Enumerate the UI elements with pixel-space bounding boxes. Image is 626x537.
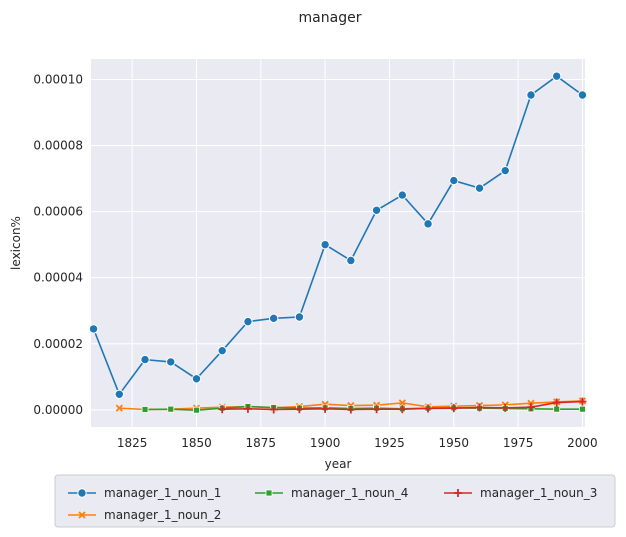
series-point [372, 405, 381, 414]
series-point [553, 405, 561, 413]
legend-item: manager_1_noun_2 [68, 508, 221, 522]
legend-items: manager_1_noun_1 manager_1_noun_2 manager_… [68, 486, 597, 522]
series-point [140, 354, 150, 365]
legend-label: manager_1_noun_4 [291, 486, 408, 500]
series-layer [88, 71, 588, 414]
series-point [243, 404, 252, 413]
x-tick-label: 1900 [310, 436, 341, 450]
x-tick-label: 1850 [181, 436, 212, 450]
series-point [397, 190, 408, 200]
legend-point [78, 511, 86, 519]
series-point [449, 404, 458, 413]
y-axis: 0.00000 0.00002 0.00004 0.00006 0.00008 0.000… [33, 72, 83, 416]
y-tick-label: 0.00010 [33, 72, 83, 86]
series-point [398, 405, 407, 414]
series-point [167, 405, 175, 413]
x-tick-label: 1975 [503, 436, 534, 450]
series-point [217, 345, 227, 356]
y-tick-label: 0.00000 [33, 403, 83, 417]
marker-stroke [115, 404, 123, 412]
x-axis: 1825 1850 1875 1900 1925 1950 1975 2000 [117, 436, 598, 450]
x-tick-label: 1950 [439, 436, 470, 450]
legend-point [265, 489, 273, 497]
series-line [145, 405, 583, 411]
series-manager_1_noun_1 [88, 71, 588, 399]
series-point [474, 183, 485, 193]
series-manager_1_noun_3 [218, 397, 587, 414]
legend-label: manager_1_noun_2 [104, 508, 221, 522]
series-point [141, 406, 149, 413]
marker-stroke [398, 399, 406, 407]
series-point [552, 398, 561, 407]
series-point [193, 406, 200, 414]
series-point [424, 404, 433, 413]
legend-point [454, 489, 462, 497]
series-point [88, 324, 99, 334]
legend-item: manager_1_noun_4 [255, 486, 408, 500]
legend-point [77, 488, 87, 498]
series-point [269, 405, 278, 414]
series-point [191, 374, 202, 384]
series-point [346, 255, 356, 266]
x-tick-label: 1825 [117, 436, 148, 450]
legend: manager_1_noun_1 manager_1_noun_2 manager_… [54, 474, 616, 528]
x-tick-label: 2000 [567, 436, 598, 450]
series-point [579, 405, 586, 413]
series-point [423, 219, 433, 229]
series-point [218, 405, 227, 414]
series-point [551, 71, 562, 81]
grid-lines [91, 59, 585, 427]
series-point [166, 357, 176, 367]
series-point [321, 404, 330, 413]
y-tick-label: 0.00008 [33, 139, 83, 153]
y-tick-label: 0.00004 [33, 271, 83, 285]
series-point [114, 389, 125, 399]
chart-title: manager [299, 10, 362, 26]
series-point [398, 399, 406, 407]
series-point [501, 403, 510, 412]
legend-item: manager_1_noun_1 [68, 486, 221, 500]
x-tick-label: 1875 [246, 436, 277, 450]
legend-label: manager_1_noun_1 [104, 486, 221, 500]
x-tick-label: 1925 [374, 436, 405, 450]
series-point [115, 404, 123, 412]
legend-box [54, 474, 616, 528]
series-point [346, 405, 355, 414]
series-point [320, 239, 330, 250]
y-axis-label: lexicon% [9, 216, 23, 270]
series-point [294, 312, 305, 322]
series-point [295, 405, 304, 414]
series-point [578, 397, 587, 406]
series-point [500, 165, 510, 176]
series-point [577, 90, 588, 100]
series-line [92, 75, 583, 396]
series-point [526, 403, 535, 412]
plot-background [91, 59, 585, 427]
series-point [449, 175, 459, 186]
x-axis-label: year [325, 457, 352, 471]
marker-stroke [78, 511, 86, 519]
series-point [268, 313, 279, 324]
legend-label: manager_1_noun_3 [480, 486, 597, 500]
series-point [371, 205, 382, 215]
legend-item: manager_1_noun_3 [444, 486, 597, 500]
y-tick-label: 0.00006 [33, 205, 83, 219]
series-point [526, 90, 536, 100]
y-tick-label: 0.00002 [33, 337, 83, 351]
series-point [475, 403, 484, 412]
series-point [243, 316, 253, 327]
